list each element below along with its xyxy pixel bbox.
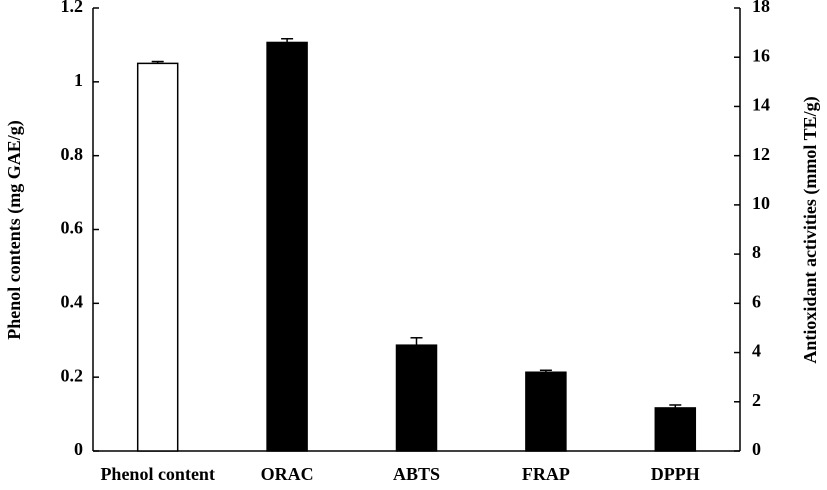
- x-tick-label: DPPH: [651, 464, 700, 484]
- y-tick-label: 0: [74, 439, 83, 459]
- bar: [136, 62, 179, 452]
- x-tick-label: ORAC: [261, 464, 314, 484]
- bar: [525, 371, 567, 452]
- y2-tick-label: 10: [752, 193, 770, 213]
- y2-tick-label: 2: [752, 390, 761, 410]
- y-axis-label: Phenol contents (mg GAE/g): [4, 120, 25, 340]
- y2-tick-label: 6: [752, 291, 761, 311]
- y-tick-label: 0.4: [61, 291, 84, 311]
- y2-tick-label: 16: [752, 45, 770, 65]
- y-tick-label: 0.2: [61, 365, 84, 385]
- y-tick-label: 1.2: [61, 0, 84, 16]
- x-tick-label: FRAP: [522, 464, 570, 484]
- y2-tick-label: 0: [752, 439, 761, 459]
- y2-tick-label: 8: [752, 242, 761, 262]
- y2-tick-label: 12: [752, 144, 770, 164]
- y-tick-label: 1: [74, 70, 83, 90]
- x-tick-label: ABTS: [393, 464, 440, 484]
- y2-axis-label: Antioxidant activities (mmol TE/g): [800, 96, 821, 363]
- y2-tick-label: 14: [752, 95, 770, 115]
- bar: [395, 344, 438, 452]
- x-tick-label: Phenol content: [100, 464, 215, 484]
- y2-tick-label: 18: [752, 0, 770, 16]
- y-tick-label: 0.8: [61, 144, 84, 164]
- y-tick-label: 0.6: [61, 218, 84, 238]
- bar: [266, 41, 308, 452]
- bar: [654, 407, 697, 452]
- y2-tick-label: 4: [752, 341, 761, 361]
